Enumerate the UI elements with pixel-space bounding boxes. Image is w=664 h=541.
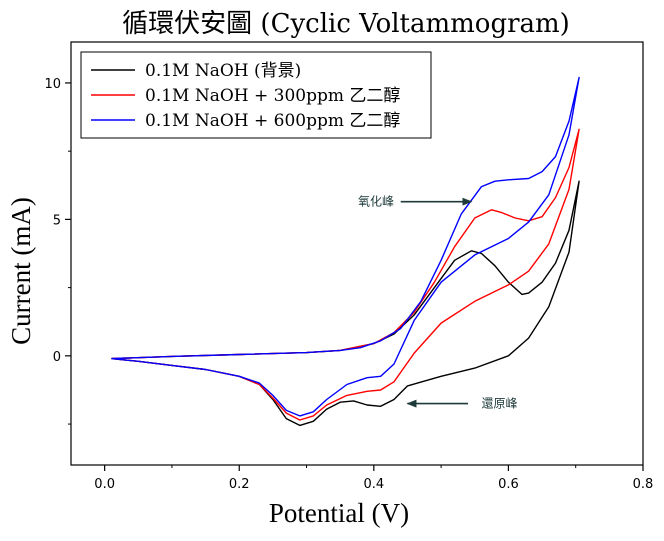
y-axis-label: Current (mA) [6,197,36,345]
annotation-label-2: 還原峰 [481,397,517,411]
x-tick-label: 0.8 [633,477,654,492]
legend-entry-1: 0.1M NaOH (背景) [145,61,301,81]
plot-area-frame [70,41,644,466]
x-axis-label: Potential (V) [269,498,409,528]
x-tick-label: 0.6 [498,477,519,492]
series-line-2 [111,128,580,421]
legend-entry-2: 0.1M NaOH + 300ppm 乙二醇 [145,86,400,106]
y-tick-label: 5 [53,213,61,228]
series-line-1 [111,180,580,427]
legend-box [80,51,432,139]
x-tick-label: 0.4 [363,477,384,492]
series-group [111,76,580,427]
x-tick-label: 0.0 [94,477,115,492]
x-axis-ticks: 0.0 0.2 0.4 0.6 0.8 [94,465,653,492]
x-tick-label: 0.2 [229,477,250,492]
legend-entry-3: 0.1M NaOH + 600ppm 乙二醇 [145,111,400,131]
y-axis-ticks: 0 5 10 [44,77,71,425]
series-line-3 [111,76,580,417]
chart-title: 循環伏安圖 (Cyclic Voltammogram) [122,9,570,39]
y-tick-label: 10 [44,77,61,92]
legend: 0.1M NaOH (背景) 0.1M NaOH + 300ppm 乙二醇 0.1M… [80,51,432,139]
annotation-label-1: 氧化峰 [358,195,394,209]
y-tick-label: 0 [53,350,61,365]
